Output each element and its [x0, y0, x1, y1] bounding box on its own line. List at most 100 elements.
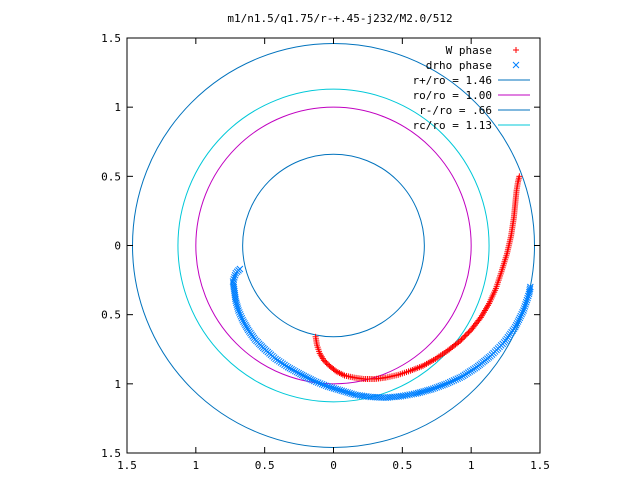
data-point	[284, 363, 292, 371]
x-tick-label: 0.5	[255, 459, 275, 472]
data-point	[331, 367, 338, 374]
data-point	[416, 389, 424, 396]
circle-series	[195, 106, 472, 385]
data-point	[439, 381, 446, 389]
data-point	[344, 389, 352, 396]
data-point	[443, 380, 450, 388]
data-point	[340, 387, 348, 395]
data-point	[322, 382, 330, 390]
data-point	[517, 312, 525, 320]
legend: W phase drho phase r+/ro = 1.46 ro/ro = 1.0…	[413, 44, 530, 132]
data-point	[288, 365, 295, 373]
data-point	[302, 373, 309, 381]
x-tick-label: 0.5	[392, 459, 412, 472]
data-point	[444, 379, 452, 387]
legend-swatch	[513, 47, 519, 53]
data-point	[429, 385, 437, 393]
data-point	[310, 377, 318, 385]
data-point	[232, 299, 240, 307]
x-tick-label: 1.5	[117, 459, 137, 472]
data-point	[332, 385, 340, 393]
data-point	[328, 384, 336, 392]
data-point	[300, 372, 308, 380]
legend-label: r-/ro = .66	[419, 104, 492, 117]
data-point	[464, 331, 471, 338]
data-point	[237, 312, 245, 320]
data-point	[457, 337, 464, 344]
data-point	[318, 380, 326, 388]
data-point	[519, 309, 526, 316]
data-point	[297, 370, 304, 378]
data-point	[425, 386, 433, 394]
data-point	[465, 329, 472, 336]
x-tick-label: 1.5	[530, 459, 550, 472]
data-point	[234, 305, 242, 312]
data-point	[338, 387, 346, 395]
data-points	[229, 173, 534, 402]
data-point	[516, 314, 524, 322]
data-point	[427, 386, 435, 393]
data-point	[231, 271, 239, 279]
data-point	[235, 307, 242, 314]
data-point	[458, 336, 465, 343]
data-point	[516, 173, 523, 180]
data-point	[461, 333, 468, 340]
chart-title: m1/n1.5/q1.75/r-+.45-j232/M2.0/512	[227, 12, 452, 25]
data-point	[456, 374, 463, 382]
data-point	[286, 364, 294, 372]
legend-label: W phase	[446, 44, 492, 57]
data-point	[466, 328, 473, 335]
data-point	[522, 298, 530, 306]
data-point	[512, 321, 520, 329]
x-tick-label: 1	[193, 459, 200, 472]
data-point	[452, 376, 460, 383]
legend-swatch	[512, 61, 520, 69]
data-point	[236, 311, 244, 318]
data-point	[437, 382, 445, 390]
data-point	[524, 292, 532, 300]
data-point	[431, 384, 439, 392]
data-point	[511, 323, 519, 331]
data-point	[520, 307, 527, 314]
y-tick-label: 1.5	[101, 32, 121, 45]
data-point	[234, 303, 241, 310]
data-point	[312, 378, 320, 386]
data-point	[446, 378, 454, 386]
data-point	[524, 294, 531, 302]
data-point	[303, 374, 311, 381]
data-point	[330, 385, 338, 392]
y-tick-label: 0.5	[101, 170, 121, 183]
data-point	[521, 303, 529, 310]
tick-labels: 1.5 1 0.5 0 0.5 1 1.51.510.500.511.5	[101, 32, 550, 472]
data-point	[462, 332, 469, 339]
data-point	[298, 371, 306, 379]
data-point	[350, 390, 357, 398]
data-point	[424, 387, 431, 394]
data-point	[232, 297, 240, 305]
circle-series	[242, 153, 425, 338]
data-point	[307, 375, 315, 383]
data-point	[293, 368, 301, 376]
legend-label: ro/ro = 1.00	[413, 89, 492, 102]
data-point	[334, 386, 342, 393]
data-point	[526, 285, 534, 293]
data-point	[320, 357, 327, 364]
y-tick-label: 0.5	[101, 309, 121, 322]
x-tick-label: 1	[468, 459, 475, 472]
data-point	[291, 367, 299, 375]
legend-label: r+/ro = 1.46	[413, 74, 492, 87]
data-point	[233, 301, 241, 309]
data-point	[522, 300, 529, 308]
data-point	[290, 366, 297, 374]
axes	[126, 37, 541, 454]
data-point	[295, 369, 303, 377]
data-point	[420, 388, 428, 395]
data-point	[238, 314, 246, 322]
y-tick-label: 1	[114, 378, 121, 391]
data-point	[523, 296, 531, 304]
legend-label: rc/ro = 1.13	[413, 119, 492, 132]
data-point	[232, 269, 240, 277]
y-tick-label: 0	[114, 240, 121, 253]
y-tick-label: 1	[114, 101, 121, 114]
